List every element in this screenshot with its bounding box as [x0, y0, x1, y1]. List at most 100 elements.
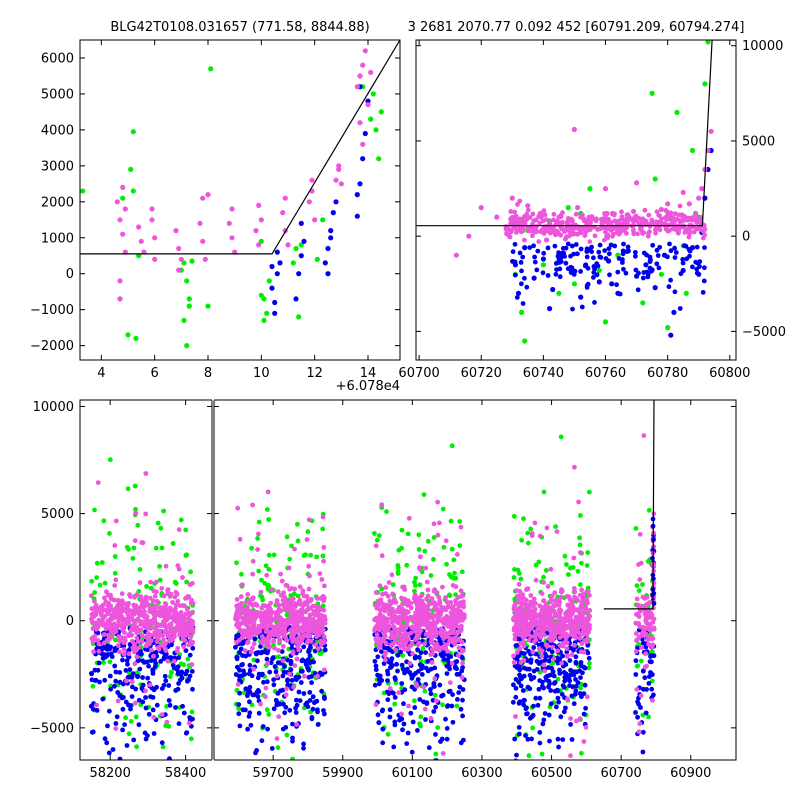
point-pink: [148, 618, 154, 624]
point-blue: [306, 649, 311, 655]
point-pink: [634, 596, 640, 602]
point-pink: [410, 651, 415, 657]
point-pink: [200, 238, 206, 244]
point-blue: [564, 649, 570, 655]
point-blue: [551, 681, 557, 686]
point-pink: [318, 638, 324, 644]
point-blue: [606, 246, 612, 252]
point-green: [266, 712, 272, 717]
point-blue: [375, 672, 380, 678]
point-green: [188, 569, 194, 575]
point-pink: [134, 654, 140, 660]
point-green: [132, 483, 138, 489]
point-pink: [638, 226, 643, 232]
point-pink: [154, 598, 160, 604]
point-blue: [518, 260, 524, 265]
x-tick-label: 8: [204, 366, 212, 381]
point-pink: [168, 591, 174, 597]
point-pink: [149, 647, 154, 653]
point-pink: [100, 622, 106, 628]
point-pink: [102, 595, 107, 601]
point-blue: [379, 649, 384, 654]
point-pink: [515, 629, 521, 635]
point-pink: [138, 238, 144, 244]
point-pink: [304, 640, 310, 645]
point-green: [170, 541, 176, 546]
x-tick-label: 6: [151, 366, 159, 381]
point-pink: [425, 587, 431, 593]
point-green: [101, 518, 107, 524]
point-blue: [330, 210, 336, 216]
point-blue: [290, 721, 295, 727]
point-pink: [360, 62, 366, 68]
point-blue: [546, 684, 551, 690]
point-blue: [426, 745, 432, 751]
point-green: [412, 579, 417, 585]
point-blue: [563, 705, 568, 711]
point-green: [665, 325, 671, 331]
point-pink: [644, 626, 649, 631]
point-pink: [567, 625, 572, 630]
point-pink: [368, 69, 374, 75]
point-pink: [542, 626, 548, 632]
point-blue: [680, 260, 686, 266]
point-pink: [143, 594, 149, 600]
point-pink: [186, 720, 192, 726]
point-pink: [114, 623, 120, 629]
point-blue: [254, 748, 259, 753]
point-pink: [103, 599, 109, 605]
point-green: [263, 563, 269, 569]
point-pink: [415, 614, 420, 619]
point-pink: [565, 602, 571, 608]
point-pink: [504, 231, 509, 237]
point-green: [186, 303, 192, 309]
point-pink: [399, 595, 404, 601]
point-pink: [89, 593, 94, 599]
point-blue: [162, 673, 168, 679]
point-blue: [525, 736, 531, 742]
point-blue: [299, 668, 305, 674]
point-pink: [552, 598, 558, 603]
point-pink: [143, 688, 148, 694]
point-pink: [574, 718, 579, 724]
point-pink: [176, 245, 182, 252]
point-blue: [236, 711, 242, 717]
point-blue: [372, 658, 378, 664]
point-blue: [615, 269, 621, 275]
point-green: [649, 678, 655, 684]
point-pink: [390, 641, 396, 647]
point-blue: [277, 701, 282, 707]
point-pink: [400, 601, 405, 607]
point-green: [94, 575, 99, 580]
point-blue: [532, 254, 537, 260]
point-blue: [255, 694, 261, 699]
point-blue: [583, 705, 588, 711]
point-blue: [623, 270, 629, 276]
point-pink: [528, 593, 534, 598]
point-pink: [266, 640, 271, 646]
point-pink: [429, 660, 435, 665]
point-blue: [668, 332, 674, 338]
x-tick-label: 60300: [461, 766, 502, 781]
point-blue: [678, 271, 684, 277]
point-green: [578, 582, 583, 588]
point-blue: [395, 668, 400, 674]
point-green: [290, 756, 295, 760]
point-pink: [306, 199, 312, 205]
point-pink: [321, 598, 326, 604]
point-blue: [545, 273, 551, 278]
point-green: [259, 577, 264, 583]
point-blue: [517, 731, 522, 737]
point-blue: [333, 199, 339, 205]
point-pink: [674, 216, 680, 222]
point-blue: [288, 661, 294, 667]
point-pink: [321, 634, 327, 640]
point-pink: [527, 623, 533, 628]
point-green: [528, 526, 534, 532]
point-green: [683, 290, 689, 296]
point-pink: [136, 224, 142, 230]
point-blue: [377, 681, 382, 687]
point-blue: [534, 267, 540, 273]
point-blue: [146, 711, 152, 717]
point-pink: [139, 633, 145, 638]
